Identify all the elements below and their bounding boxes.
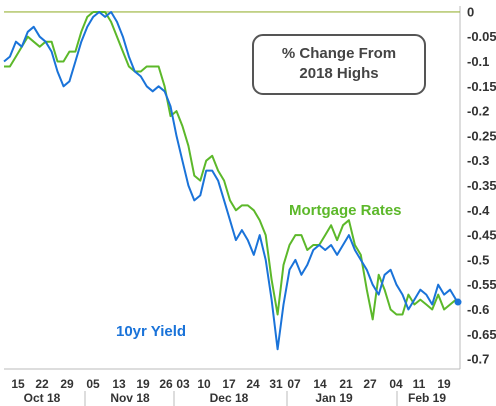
series-label-ten-year-yield: 10yr Yield [116, 323, 186, 340]
y-tick-label: -0.4 [467, 203, 490, 218]
x-tick-label: 07 [287, 377, 301, 391]
y-tick-label: -0.05 [467, 29, 496, 44]
month-label: Jan 19 [315, 391, 353, 405]
series-line-mortgage-rates [4, 11, 457, 321]
y-tick-label: -0.65 [467, 327, 496, 342]
chart-title-line: 2018 Highs [299, 65, 378, 82]
series-line-ten-year-yield [3, 11, 457, 351]
y-tick-label: -0.2 [467, 104, 489, 119]
y-tick-label: -0.35 [467, 178, 496, 193]
x-tick-label: 27 [363, 377, 377, 391]
x-tick-label: 13 [112, 377, 126, 391]
x-tick-label: 29 [60, 377, 74, 391]
y-tick-label: -0.3 [467, 153, 489, 168]
x-tick-label: 10 [197, 377, 211, 391]
x-tick-label: 24 [246, 377, 260, 391]
y-tick-label: 0 [467, 4, 474, 19]
x-tick-label: 04 [389, 377, 403, 391]
x-tick-label: 22 [35, 377, 49, 391]
y-tick-label: -0.45 [467, 228, 496, 243]
series-label-mortgage-rates: Mortgage Rates [289, 202, 402, 219]
x-tick-label: 19 [437, 377, 451, 391]
y-tick-label: -0.15 [467, 79, 496, 94]
x-tick-label: 14 [313, 377, 327, 391]
y-tick-label: -0.1 [467, 54, 489, 69]
x-tick-label: 11 [413, 377, 426, 391]
y-tick-label: -0.55 [467, 277, 496, 292]
x-tick-label: 17 [222, 377, 236, 391]
x-tick-label: 31 [269, 377, 283, 391]
x-tick-label: 03 [176, 377, 190, 391]
month-label: Nov 18 [110, 391, 150, 405]
x-tick-label: 05 [86, 377, 100, 391]
month-label: Oct 18 [24, 391, 61, 405]
y-tick-label: -0.7 [467, 352, 489, 367]
x-tick-label: 15 [11, 377, 25, 391]
y-tick-label: -0.5 [467, 252, 489, 267]
x-tick-label: 26 [159, 377, 173, 391]
title-box [252, 34, 426, 95]
y-tick-label: -0.25 [467, 128, 496, 143]
x-tick-label: 21 [339, 377, 353, 391]
y-tick-label: -0.6 [467, 302, 489, 317]
x-tick-label: 19 [136, 377, 150, 391]
month-label: Dec 18 [210, 391, 249, 405]
last-value-marker [454, 298, 462, 306]
month-label: Feb 19 [408, 391, 446, 405]
chart-title-line: % Change From [282, 45, 396, 62]
